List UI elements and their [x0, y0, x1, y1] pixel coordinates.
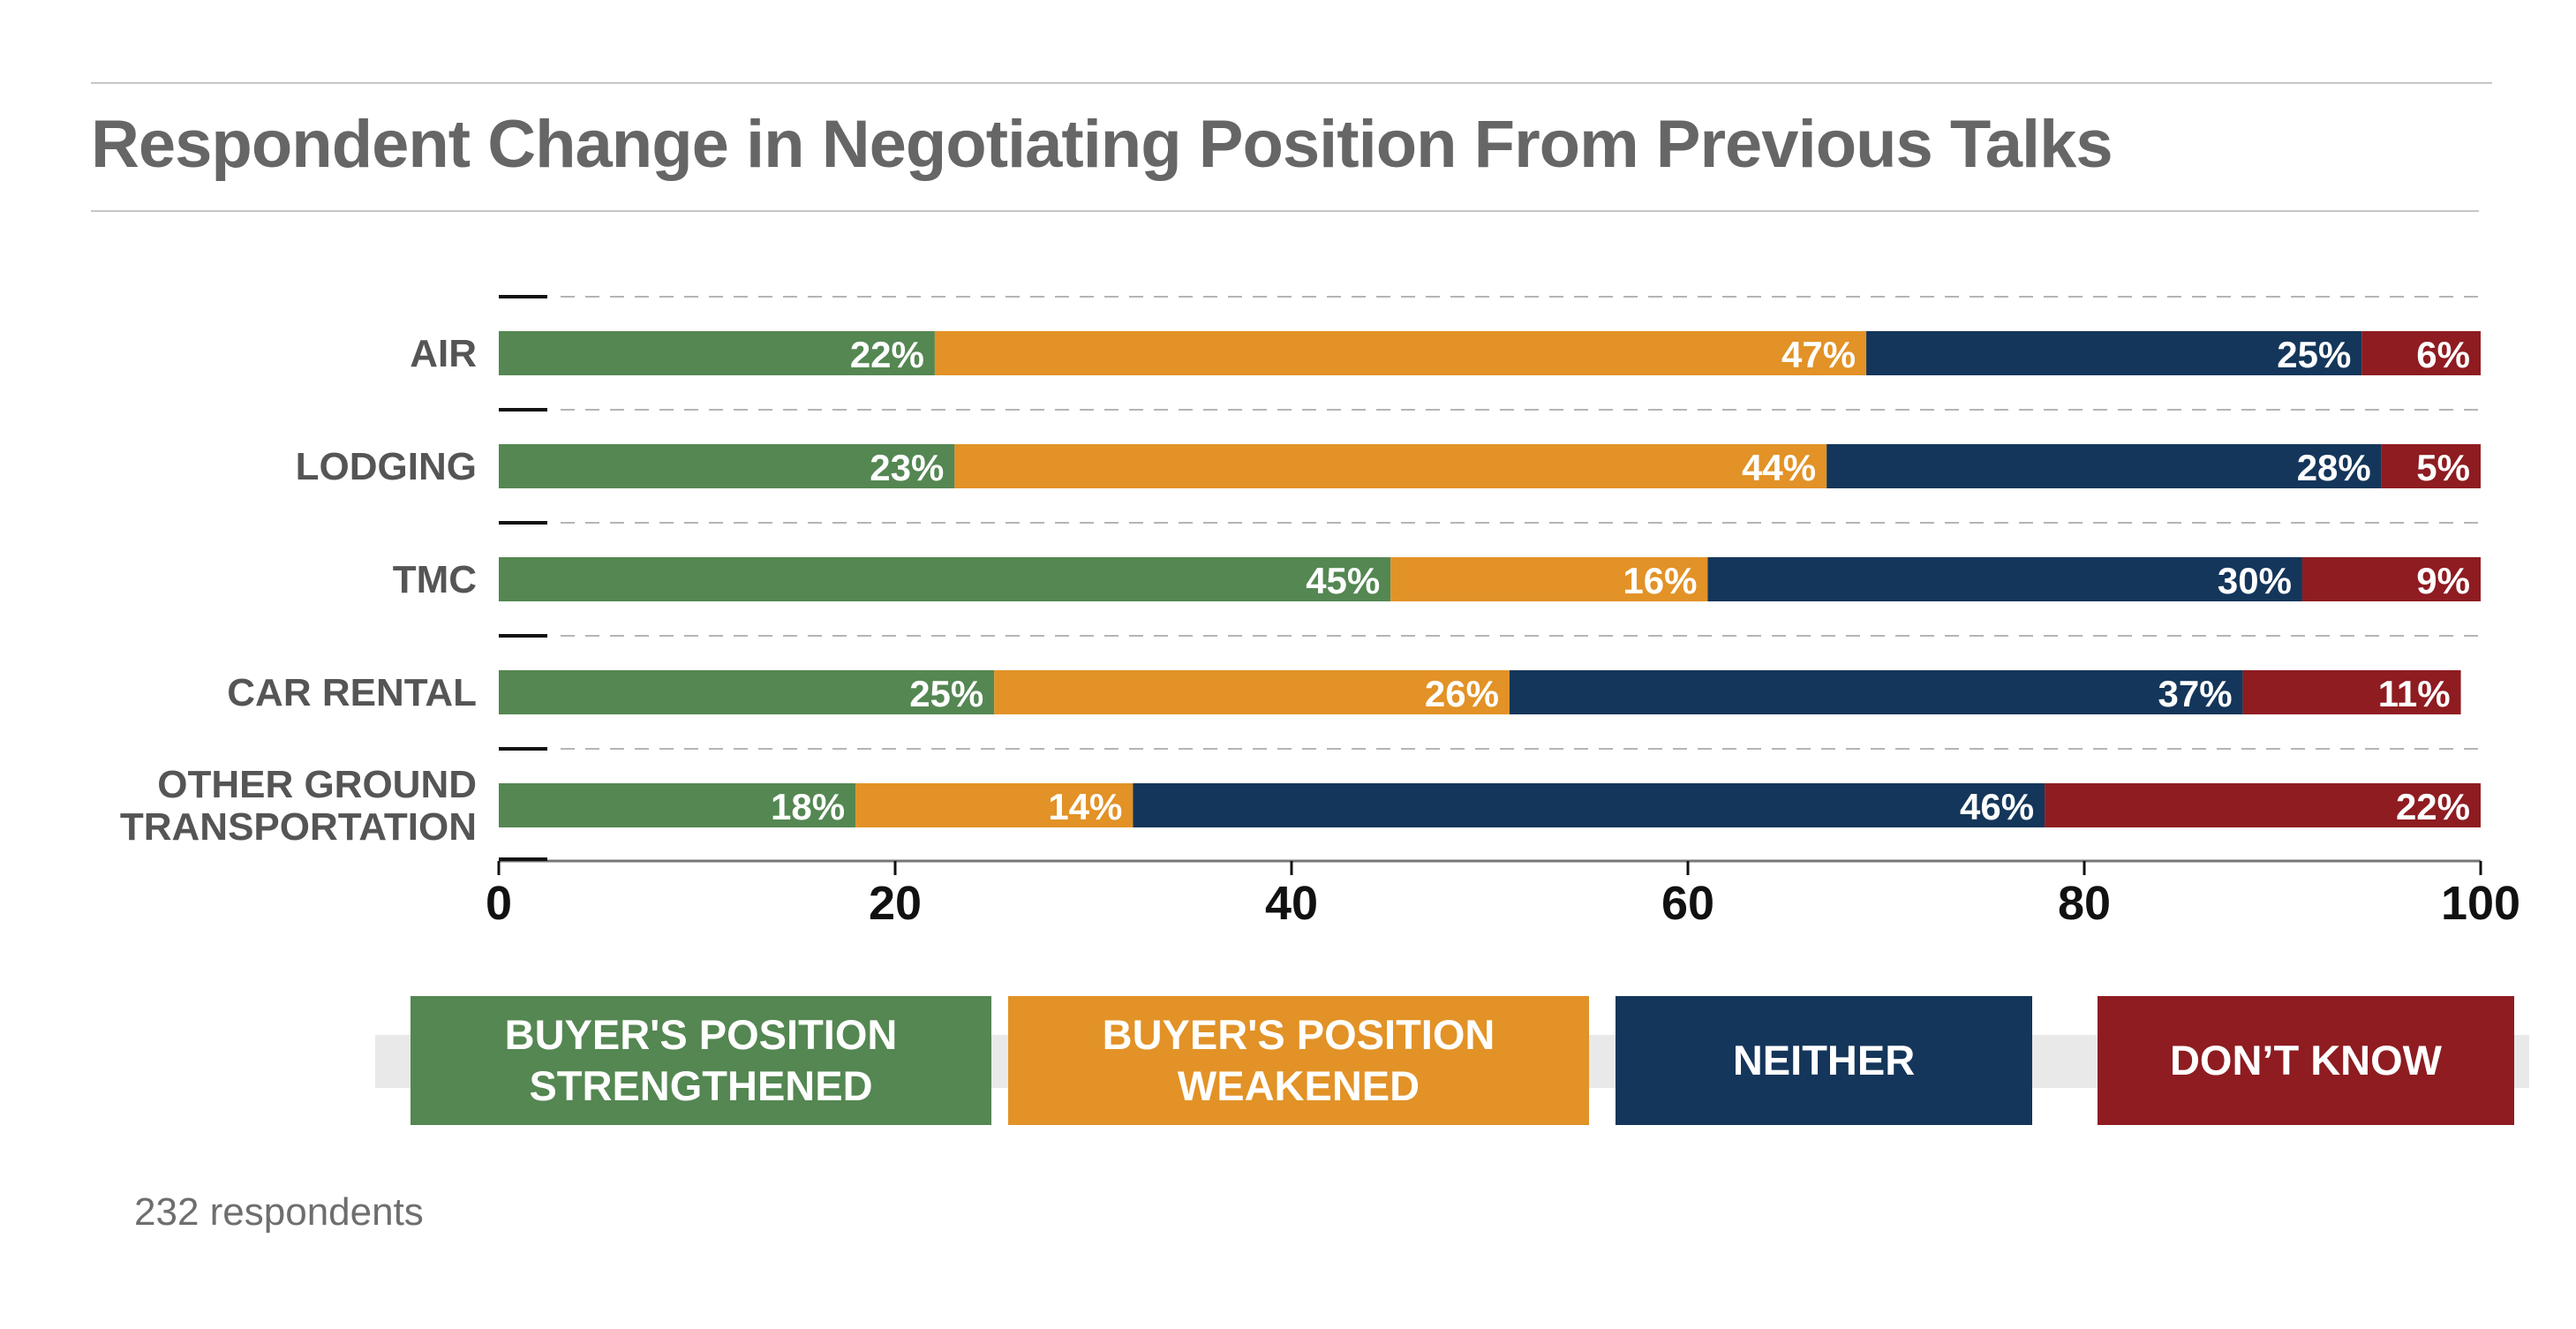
bar-segment-2	[934, 331, 1867, 375]
data-label: 22%	[2396, 786, 2470, 827]
category-labels-layer: AIR LODGING TMC CAR RENTAL OTHER GROUND TRANS…	[120, 332, 477, 849]
bar-segment-1	[499, 670, 995, 714]
data-label: 47%	[1781, 334, 1856, 375]
legend-item-dont-know: DON’T KNOW	[2098, 996, 2514, 1125]
bar-segment-2	[855, 783, 1134, 827]
legend-label-strengthened: BUYER'S POSITION STRENGTHENED	[504, 1011, 898, 1109]
data-label: 23%	[870, 447, 944, 488]
x-tick-label: 80	[2058, 877, 2111, 930]
bar-segment-4	[2301, 557, 2481, 601]
bar-segment-1	[499, 331, 935, 375]
chart-title: Respondent Change in Negotiating Positio…	[91, 107, 2113, 182]
category-label: OTHER GROUND TRANSPORTATION	[120, 763, 477, 849]
bar-segment-3	[1133, 783, 2045, 827]
category-label: AIR	[410, 332, 477, 375]
data-label: 30%	[2218, 560, 2292, 601]
bar-segment-1	[499, 783, 856, 827]
category-label: CAR RENTAL	[227, 671, 477, 714]
data-label: 11%	[2378, 673, 2451, 714]
bar-segment-3	[1866, 331, 2362, 375]
data-label: 26%	[1425, 673, 1499, 714]
data-label: 28%	[2297, 447, 2371, 488]
data-label: 5%	[2416, 447, 2470, 488]
bar-segment-3	[1707, 557, 2302, 601]
bar-segment-4	[2361, 331, 2481, 375]
data-label: 6%	[2416, 334, 2470, 375]
category-label-line: TMC	[393, 558, 477, 601]
x-axis: 0 20 40 60 80 100	[486, 857, 2520, 930]
data-label: 45%	[1306, 560, 1380, 601]
data-label: 18%	[771, 786, 845, 827]
title-underline-rule	[91, 210, 2479, 212]
data-label: 37%	[2158, 673, 2233, 714]
bar-segment-1	[499, 444, 955, 488]
data-label: 25%	[909, 673, 983, 714]
x-tick-label: 40	[1265, 877, 1318, 930]
bar-segment-3	[1509, 670, 2243, 714]
bar-segment-1	[499, 557, 1391, 601]
category-label-line: LODGING	[296, 445, 477, 488]
bar-segment-4	[2242, 670, 2461, 714]
bar-segment-3	[1827, 444, 2382, 488]
category-label-line: CAR RENTAL	[227, 671, 477, 714]
bar-segment-2	[994, 670, 1510, 714]
data-label: 44%	[1742, 447, 1816, 488]
category-label: TMC	[393, 558, 477, 601]
x-tick-label: 100	[2441, 877, 2520, 930]
top-rule	[91, 82, 2492, 84]
grid-layer	[499, 295, 2485, 751]
bar-segment-2	[1390, 557, 1708, 601]
x-tick-label: 60	[1661, 877, 1714, 930]
legend-item-neither: NEITHER	[1616, 996, 2032, 1125]
data-label: 22%	[850, 334, 924, 375]
bar-segment-2	[954, 444, 1827, 488]
data-label: 46%	[1960, 786, 2034, 827]
legend-label-weakened: BUYER'S POSITION WEAKENED	[1102, 1011, 1495, 1109]
category-label-line: AIR	[410, 332, 477, 375]
legend-item-weakened: BUYER'S POSITION WEAKENED	[1008, 996, 1589, 1125]
legend-label-dont-know: DON’T KNOW	[2169, 1037, 2443, 1084]
data-label: 16%	[1623, 560, 1697, 601]
bars-layer	[499, 331, 2481, 827]
x-tick-label: 0	[486, 877, 512, 930]
category-label: LODGING	[296, 445, 477, 488]
legend-item-strengthened: BUYER'S POSITION STRENGTHENED	[411, 996, 991, 1125]
category-label-line: TRANSPORTATION	[120, 805, 477, 849]
data-labels-layer: 22% 47% 25% 6% 23% 44% 28% 5% 45% 16% 30% 9% 25% 26% 3…	[771, 334, 2470, 827]
category-label-line: OTHER GROUND	[157, 763, 477, 806]
bar-segment-4	[2381, 444, 2481, 488]
data-label: 25%	[2277, 334, 2351, 375]
data-label: 9%	[2416, 560, 2470, 601]
footnote-respondents: 232 respondents	[134, 1190, 424, 1234]
data-label: 14%	[1048, 786, 1122, 827]
legend-label-neither: NEITHER	[1732, 1037, 1916, 1084]
x-tick-label: 20	[869, 877, 922, 930]
bar-segment-4	[2045, 783, 2481, 827]
